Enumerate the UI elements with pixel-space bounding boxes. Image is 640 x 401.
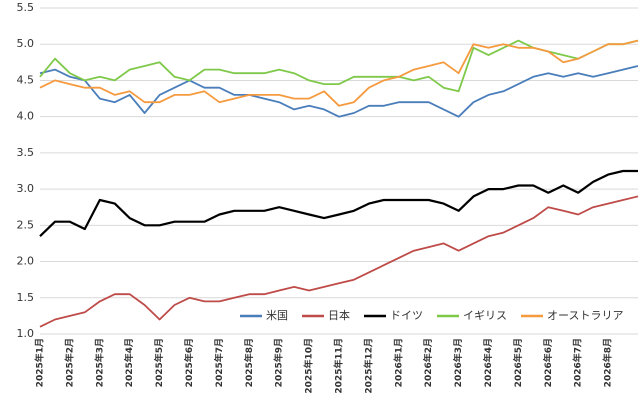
x-tick-label: 2026年4月 xyxy=(482,338,494,387)
series-line xyxy=(39,195,639,328)
series-line xyxy=(39,39,639,107)
x-tick-label: 2025年8月 xyxy=(243,338,255,387)
x-tick-label: 2026年5月 xyxy=(512,338,524,387)
x-tick-label: 2025年4月 xyxy=(123,338,135,387)
x-tick-label: 2025年11月 xyxy=(333,338,345,394)
legend-label: 米国 xyxy=(266,309,288,322)
y-tick-label: 5.0 xyxy=(17,37,35,50)
y-tick-label: 5.5 xyxy=(17,1,35,14)
legend-label: イギリス xyxy=(463,309,507,322)
x-tick-label: 2026年3月 xyxy=(452,338,464,387)
x-tick-label: 2025年9月 xyxy=(273,338,285,387)
legend-label: オーストラリア xyxy=(547,309,623,322)
y-tick-label: 3.5 xyxy=(17,146,35,159)
x-tick-label: 2026年1月 xyxy=(392,338,404,387)
x-tick-label: 2025年1月 xyxy=(34,338,46,387)
x-tick-label: 2026年7月 xyxy=(572,338,584,387)
x-tick-label: 2025年7月 xyxy=(213,338,225,387)
legend: 米国 日本 ドイツ イギリス オーストラリア xyxy=(240,308,623,322)
legend-label: 日本 xyxy=(328,308,350,322)
x-tick-label: 2025年6月 xyxy=(183,338,195,387)
legend-label: ドイツ xyxy=(390,309,423,322)
x-tick-label: 2025年10月 xyxy=(303,338,315,394)
x-tick-label: 2025年2月 xyxy=(63,338,75,387)
x-tick-label: 2025年3月 xyxy=(93,338,105,387)
x-tick-label: 2026年2月 xyxy=(422,338,434,387)
y-tick-label: 3.0 xyxy=(17,182,35,195)
x-tick-label: 2026年8月 xyxy=(602,338,614,387)
y-tick-label: 4.5 xyxy=(17,73,35,86)
series-line xyxy=(39,65,639,118)
y-tick-label: 1.0 xyxy=(17,327,35,340)
series-line xyxy=(39,39,639,93)
x-tick-label: 2025年5月 xyxy=(153,338,165,387)
y-tick-label: 2.0 xyxy=(17,255,35,268)
x-tick-label: 2025年12月 xyxy=(362,338,374,394)
y-tick-label: 2.5 xyxy=(17,218,35,231)
x-tick-label: 2026年6月 xyxy=(542,338,554,387)
y-tick-label: 1.5 xyxy=(17,291,35,304)
series-line xyxy=(39,169,638,237)
y-tick-label: 4.0 xyxy=(17,110,35,123)
